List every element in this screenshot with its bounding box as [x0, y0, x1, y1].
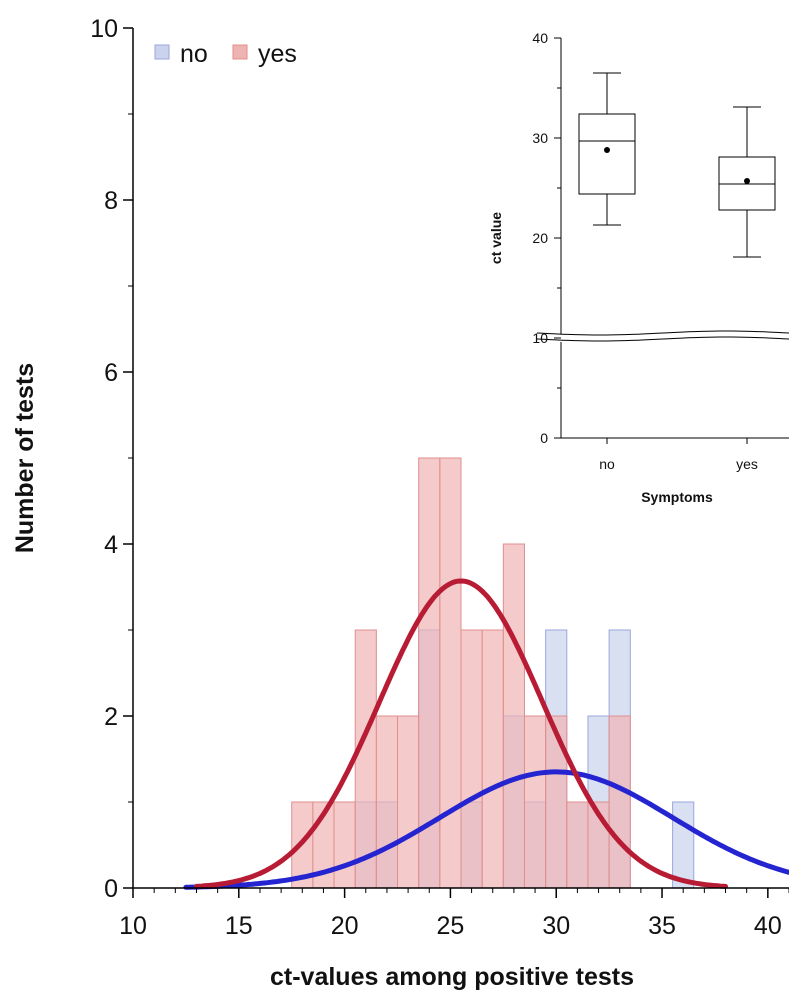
inset-x-tick-label-yes: yes — [736, 456, 758, 472]
bar-yes-25 — [439, 457, 462, 889]
main-y-tick-label: 4 — [104, 531, 118, 559]
main-x-axis-title: ct-values among positive tests — [270, 963, 634, 991]
bar-yes-31 — [566, 801, 589, 889]
bar-yes-21 — [354, 629, 377, 889]
main-x-tick-label: 40 — [754, 912, 782, 940]
bar-yes-29 — [523, 715, 547, 889]
inset-boxes — [578, 72, 776, 258]
inset-x-tick-label-no: no — [599, 456, 615, 472]
inset-y-tick-label: 20 — [532, 230, 548, 246]
box-iqr — [578, 113, 636, 195]
axis-break-upper — [536, 330, 789, 336]
bar-yes-27 — [481, 629, 504, 889]
bar-yes-20 — [333, 801, 356, 889]
legend-label-yes: yes — [258, 40, 297, 68]
main-y-ticks: 0 2 4 6 8 10 — [90, 15, 133, 903]
main-histogram-chart: 0 2 4 6 8 10 10 15 20 25 30 35 40 ct-values among p… — [11, 15, 789, 991]
inset-box-plot: 0 10 20 30 40 no yes Symptoms ct value — [488, 30, 789, 505]
box-yes — [718, 106, 776, 258]
normal-fit-curves — [183, 578, 789, 890]
main-x-tick-label: 15 — [225, 912, 253, 940]
legend-swatch-yes — [232, 44, 248, 60]
main-y-tick-label: 2 — [104, 703, 118, 731]
main-y-tick-label: 0 — [104, 875, 118, 903]
main-x-tick-label: 30 — [542, 912, 570, 940]
inset-x-axis-title: Symptoms — [641, 489, 713, 505]
bar-yes-28 — [502, 543, 525, 889]
inset-y-tick-label: 30 — [532, 130, 548, 146]
main-x-tick-label: 25 — [437, 912, 465, 940]
bar-no-36 — [672, 801, 695, 889]
legend: no yes — [154, 40, 297, 68]
main-y-tick-label: 6 — [104, 359, 118, 387]
main-x-ticks: 10 15 20 25 30 35 40 — [119, 888, 789, 940]
inset-y-tick-label: 40 — [532, 30, 548, 46]
main-y-tick-label: 8 — [104, 187, 118, 215]
box-no — [578, 72, 636, 226]
inset-axes: 0 10 20 30 40 no yes — [532, 30, 789, 472]
main-x-tick-label: 10 — [119, 912, 147, 940]
bar-yes-26 — [460, 629, 483, 889]
main-axes: 0 2 4 6 8 10 10 15 20 25 30 35 40 — [90, 15, 789, 940]
normal-curve-yes — [194, 578, 728, 889]
histogram-bars — [291, 457, 695, 889]
legend-label-no: no — [180, 40, 208, 68]
main-y-axis-title: Number of tests — [11, 363, 39, 553]
bar-yes-23 — [397, 715, 420, 889]
main-x-tick-label: 35 — [648, 912, 676, 940]
main-x-tick-label: 20 — [331, 912, 359, 940]
bar-yes-33 — [608, 715, 631, 889]
bar-yes-30 — [545, 715, 568, 889]
bar-yes-22 — [375, 715, 399, 889]
normal-curve-no — [183, 769, 789, 890]
inset-y-tick-label: 0 — [540, 430, 548, 446]
box-mean-dot — [604, 147, 610, 153]
legend-swatch-no — [154, 44, 170, 60]
main-y-tick-label: 10 — [90, 15, 118, 43]
axis-break-lower — [536, 336, 789, 342]
inset-y-axis-title: ct value — [488, 212, 504, 264]
inset-y-tick-label: 10 — [532, 330, 548, 346]
box-mean-dot — [744, 178, 750, 184]
